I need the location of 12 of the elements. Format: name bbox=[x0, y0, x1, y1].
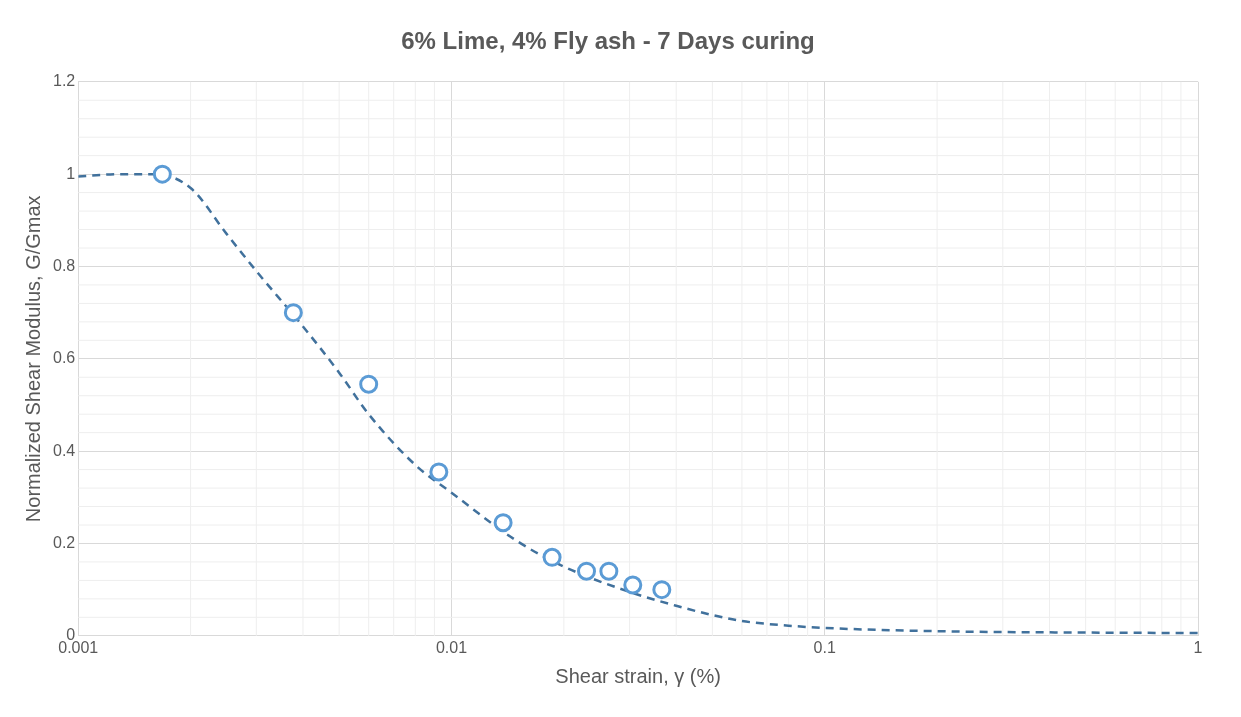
chart-title: 6% Lime, 4% Fly ash - 7 Days curing bbox=[401, 27, 815, 55]
y-tick-label: 1.2 bbox=[52, 72, 76, 90]
x-tick-label: 0.1 bbox=[813, 638, 836, 656]
x-tick-label: 0.01 bbox=[435, 638, 468, 656]
y-tick-label: 0.2 bbox=[52, 533, 76, 551]
x-axis-title: Shear strain, γ (%) bbox=[555, 664, 721, 687]
y-tick-label: 0.6 bbox=[52, 349, 76, 367]
y-tick-label: 1 bbox=[66, 164, 76, 182]
x-tick-label: 1 bbox=[1193, 638, 1203, 656]
y-tick-label: 0.8 bbox=[52, 256, 76, 274]
y-tick-label: 0.4 bbox=[52, 441, 76, 459]
y-axis-title: Normalized Shear Modulus, G/Gmax bbox=[21, 195, 44, 523]
